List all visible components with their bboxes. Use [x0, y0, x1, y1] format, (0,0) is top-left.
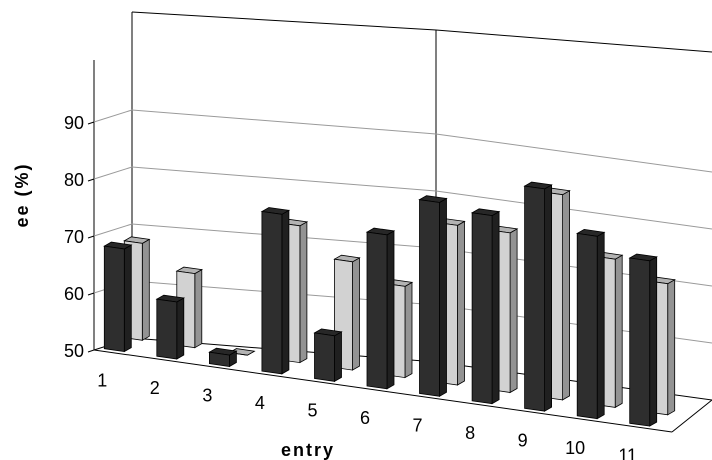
- bar-s2-2: [175, 266, 204, 349]
- bar-s1-11-side: [649, 256, 658, 427]
- bar-s1-7-side: [439, 197, 447, 397]
- bar-s1-3: [208, 347, 238, 368]
- bar-s1-11: [628, 253, 658, 427]
- bar-s1-9-front: [524, 185, 545, 412]
- bar-s1-6-front: [366, 231, 388, 390]
- bar-s1-5-front: [314, 332, 335, 382]
- bar-s2-7-side: [457, 220, 465, 386]
- x-tick-labels: 1 2 3 4 5 6 7 8 9 10 11: [97, 371, 637, 460]
- bar-s1-9-side: [544, 184, 552, 412]
- bar-s2-5-side: [352, 257, 360, 371]
- bar-s1-6-side: [386, 230, 395, 390]
- floor-front-edge: [93, 349, 673, 433]
- x-tick-label-7: 7: [413, 415, 423, 435]
- y-axis-title: ee (%): [12, 162, 32, 227]
- x-tick-label-2: 2: [150, 378, 160, 398]
- y-tick-mark: [87, 235, 95, 239]
- bar-s1-7: [418, 195, 448, 397]
- x-tick-label-6: 6: [360, 408, 370, 428]
- bar-s2-2-side: [194, 268, 203, 349]
- bar-s1-8: [470, 208, 501, 405]
- bar-s2-11-side: [667, 279, 676, 416]
- bar-s1-8-front: [471, 212, 493, 405]
- x-tick-label-10: 10: [565, 438, 585, 458]
- bar-s2-9-side: [562, 190, 570, 401]
- bar-s1-4-front: [261, 211, 283, 375]
- bar-s1-1-side: [123, 244, 132, 353]
- bar-s2-8-side: [509, 228, 518, 394]
- bar-s1-9: [523, 181, 553, 412]
- bar-s1-5: [313, 328, 343, 383]
- bar-s1-5-side: [334, 331, 342, 383]
- x-axis-title: entry: [281, 440, 335, 460]
- y-tick-label: 60: [64, 284, 84, 304]
- x-tick-label-3: 3: [202, 386, 212, 406]
- x-tick-label-8: 8: [465, 423, 475, 443]
- bar-s1-4: [260, 207, 291, 375]
- y-tick-mark: [87, 178, 95, 182]
- bar-s1-6: [365, 227, 396, 390]
- bar-s1-8-side: [491, 210, 500, 405]
- gridline-80: [93, 166, 712, 230]
- gridline-90: [93, 109, 712, 173]
- y-tick-label: 50: [64, 341, 84, 361]
- y-tick-label: 90: [64, 113, 84, 133]
- y-tick-mark: [87, 349, 95, 353]
- x-tick-label-11: 11: [618, 445, 637, 460]
- y-tick-label: 70: [64, 227, 84, 247]
- bar-s1-10-front: [576, 232, 598, 420]
- x-tick-label-9: 9: [518, 430, 528, 450]
- y-tick-labels: 50 60 70 80 90: [64, 113, 95, 361]
- bar-s1-1: [103, 241, 133, 353]
- bar-s1-10-side: [596, 231, 605, 420]
- y-tick-label: 80: [64, 170, 84, 190]
- bar-s2-4-side: [299, 221, 308, 364]
- bars: [103, 181, 676, 427]
- bar-s1-2-side: [176, 297, 185, 360]
- y-tick-mark: [87, 292, 95, 296]
- floor-right-edge: [671, 399, 712, 433]
- bar-s2-6-side: [404, 281, 413, 379]
- bar-s2-1-side: [141, 238, 150, 341]
- y-tick-mark: [87, 121, 95, 125]
- bar-s1-4-side: [281, 209, 290, 375]
- x-tick-label-4: 4: [255, 393, 265, 413]
- bar-s2-10-side: [614, 254, 623, 409]
- x-tick-label-1: 1: [97, 371, 107, 391]
- bar-s1-2: [155, 294, 186, 360]
- x-tick-label-5: 5: [307, 401, 317, 421]
- bar-s1-10: [575, 228, 606, 420]
- bar-s1-2-front: [156, 298, 178, 360]
- bar-s1-3-front: [208, 351, 230, 367]
- bar-s1-11-front: [629, 257, 651, 427]
- bar-s1-7-front: [419, 199, 440, 397]
- back-wall-top-edge-left: [131, 11, 437, 31]
- back-wall-top-edge-right: [435, 29, 712, 53]
- bar-s1-1-front: [103, 245, 125, 353]
